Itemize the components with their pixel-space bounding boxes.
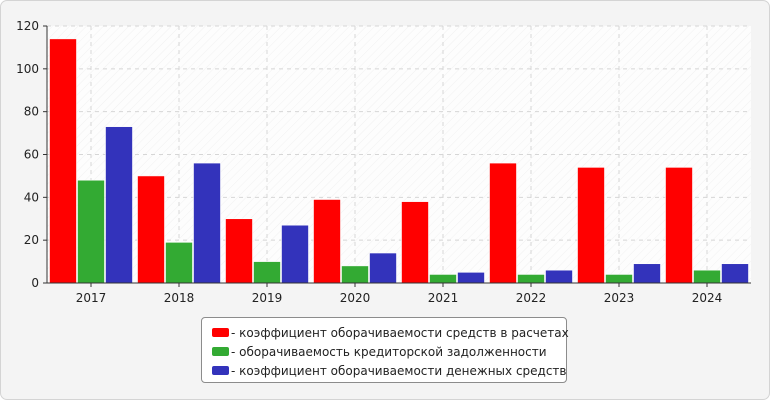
legend-swatch-green	[212, 347, 229, 356]
y-tick-label: 80	[24, 105, 39, 119]
bar-2017-series-3	[105, 126, 133, 284]
legend-item-settlements-turnover: - коэффициент оборачиваемости средств в …	[212, 323, 569, 342]
legend-label: - оборачиваемость кредиторской задолженн…	[231, 344, 547, 359]
bar-2021-series-1	[401, 201, 429, 284]
bar-2022-series-1	[489, 162, 517, 284]
legend-swatch-red	[212, 328, 229, 337]
bar-2023-series-1	[577, 167, 605, 284]
bar-2020-series-1	[313, 199, 341, 284]
y-tick-label: 120	[16, 19, 39, 33]
x-tick-label: 2019	[252, 291, 283, 305]
y-tick-label: 60	[24, 148, 39, 162]
bar-2022-series-2	[517, 274, 545, 284]
bar-2018-series-1	[137, 175, 165, 284]
legend-label: - коэффициент оборачиваемости денежных с…	[231, 363, 567, 378]
y-tick-label: 20	[24, 233, 39, 247]
bar-2019-series-2	[253, 261, 281, 284]
bar-2021-series-2	[429, 274, 457, 284]
legend-swatch-blue	[212, 366, 229, 375]
bar-2022-series-3	[545, 269, 573, 284]
bar-2017-series-2	[77, 179, 105, 284]
legend-item-cash-turnover: - коэффициент оборачиваемости денежных с…	[212, 361, 567, 380]
legend-label: - коэффициент оборачиваемости средств в …	[231, 325, 569, 340]
y-tick-label: 0	[31, 276, 39, 290]
bar-2019-series-3	[281, 224, 309, 284]
bar-2023-series-2	[605, 274, 633, 284]
bar-2019-series-1	[225, 218, 253, 284]
bar-2020-series-2	[341, 265, 369, 284]
bar-2018-series-3	[193, 162, 221, 284]
x-tick-label: 2024	[692, 291, 723, 305]
x-tick-label: 2021	[428, 291, 459, 305]
bar-2024-series-1	[665, 167, 693, 284]
x-tick-label: 2018	[164, 291, 195, 305]
x-tick-label: 2020	[340, 291, 371, 305]
bar-2023-series-3	[633, 263, 661, 284]
bar-2024-series-2	[693, 269, 721, 284]
bar-2024-series-3	[721, 263, 749, 284]
x-tick-label: 2023	[604, 291, 635, 305]
x-tick-label: 2017	[76, 291, 107, 305]
bar-2021-series-3	[457, 271, 485, 284]
bar-2017-series-1	[49, 38, 77, 284]
x-tick-label: 2022	[516, 291, 547, 305]
bar-2018-series-2	[165, 242, 193, 284]
y-tick-label: 100	[16, 62, 39, 76]
bar-2020-series-3	[369, 252, 397, 284]
legend-item-payables-turnover: - оборачиваемость кредиторской задолженн…	[212, 342, 566, 361]
y-tick-label: 40	[24, 190, 39, 204]
chart-legend: - коэффициент оборачиваемости средств в …	[201, 317, 569, 383]
